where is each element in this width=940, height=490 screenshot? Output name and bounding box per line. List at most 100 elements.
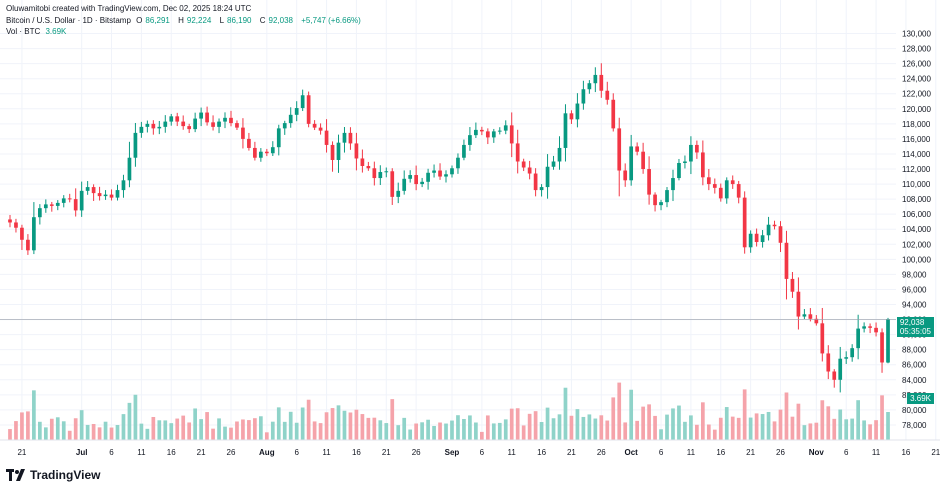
candle-body [474,129,478,136]
candle-body [384,171,389,173]
candle-body [760,235,765,243]
volume-bar [742,389,747,440]
volume-label: Vol · BTC [6,27,41,36]
candle-body [181,121,186,127]
countdown-timer: 05:35:05 [899,327,931,336]
price-tick-label: 98,000 [902,270,927,279]
volume-bar [396,425,401,440]
time-tick-label: 11 [322,448,331,457]
volume-bar [402,417,407,440]
time-tick-label: 11 [687,448,696,457]
volume-bar [491,423,496,440]
volume-bar [700,402,705,440]
volume-bar [653,415,657,440]
volume-bar [545,407,550,440]
volume-bar [163,420,168,440]
candle-body [503,125,508,131]
candle-body [312,123,317,128]
volume-bar [49,418,54,440]
candle-body [712,184,717,188]
volume-histogram [8,382,890,440]
candle-body [784,242,789,279]
price-tick-label: 124,000 [902,75,931,84]
candle-body [659,202,663,206]
candle-body [378,172,383,179]
candle-body [258,151,263,158]
candle-body [647,169,651,195]
candle-body [199,112,203,119]
tradingview-logo-icon [6,469,25,481]
candle-body [223,117,227,122]
volume-bar [515,408,520,440]
volume-value: 3.69K [45,27,67,36]
volume-bar [647,404,651,440]
candle-body [330,144,335,160]
volume-bar [796,403,801,440]
volume-bar [468,415,472,440]
volume-bar [175,418,180,440]
candle-body [491,131,496,138]
candle-body [868,326,872,328]
volume-bar [169,423,174,440]
candle-body [456,157,460,169]
volume-bar [509,408,514,440]
candle-body [653,194,657,206]
price-tick-label: 100,000 [902,255,931,264]
volume-bar [127,402,132,440]
candle-body [396,190,401,197]
volume-bar [438,422,442,440]
volume-bar [342,410,347,440]
volume-bar [372,417,377,440]
volume-bar [115,424,120,440]
volume-bar [157,420,162,440]
volume-bar [593,418,598,440]
candle-body [336,142,341,160]
candle-body [683,161,687,163]
price-tick-label: 104,000 [902,225,931,234]
volume-bar [91,423,96,440]
price-tick-label: 128,000 [902,45,931,54]
price-tick-label: 86,000 [902,361,927,370]
volume-bar [497,422,502,440]
candle-body [390,171,395,197]
candle-body [85,187,90,191]
volume-bar [330,408,335,440]
candle-body [139,126,144,133]
time-tick-label: Jul [76,448,88,457]
candle-body [121,180,126,191]
price-tick-label: 122,000 [902,90,931,99]
volume-legend[interactable]: Vol · BTC 3.69K [6,27,69,36]
volume-bar [784,392,789,440]
candle-body [772,224,777,227]
volume-bar [730,416,735,440]
price-tick-label: 130,000 [902,30,931,39]
time-tick-label: 26 [776,448,785,457]
volume-bar [294,422,299,440]
volume-bar [199,419,203,440]
volume-bar [408,429,413,440]
volume-bar [456,415,460,440]
candle-body [754,233,759,243]
candle-body [599,74,604,91]
candle-body [127,157,132,181]
candle-body [55,202,60,206]
time-tick-label: 6 [109,448,114,457]
tradingview-footer[interactable]: TradingView [6,468,100,482]
candle-body [677,162,681,179]
time-tick-label: Sep [445,448,460,457]
candle-body [635,146,640,152]
volume-bar [300,407,305,440]
volume-bar [665,414,669,440]
candle-body [814,318,819,324]
volume-bar [689,415,693,440]
candle-body [641,151,645,170]
candle-body [354,143,359,159]
candle-body [193,118,198,130]
volume-bar [826,406,831,440]
price-tick-label: 84,000 [902,376,927,385]
volume-bar [581,416,586,440]
candle-body [718,187,723,199]
time-tick-label: 21 [746,448,755,457]
